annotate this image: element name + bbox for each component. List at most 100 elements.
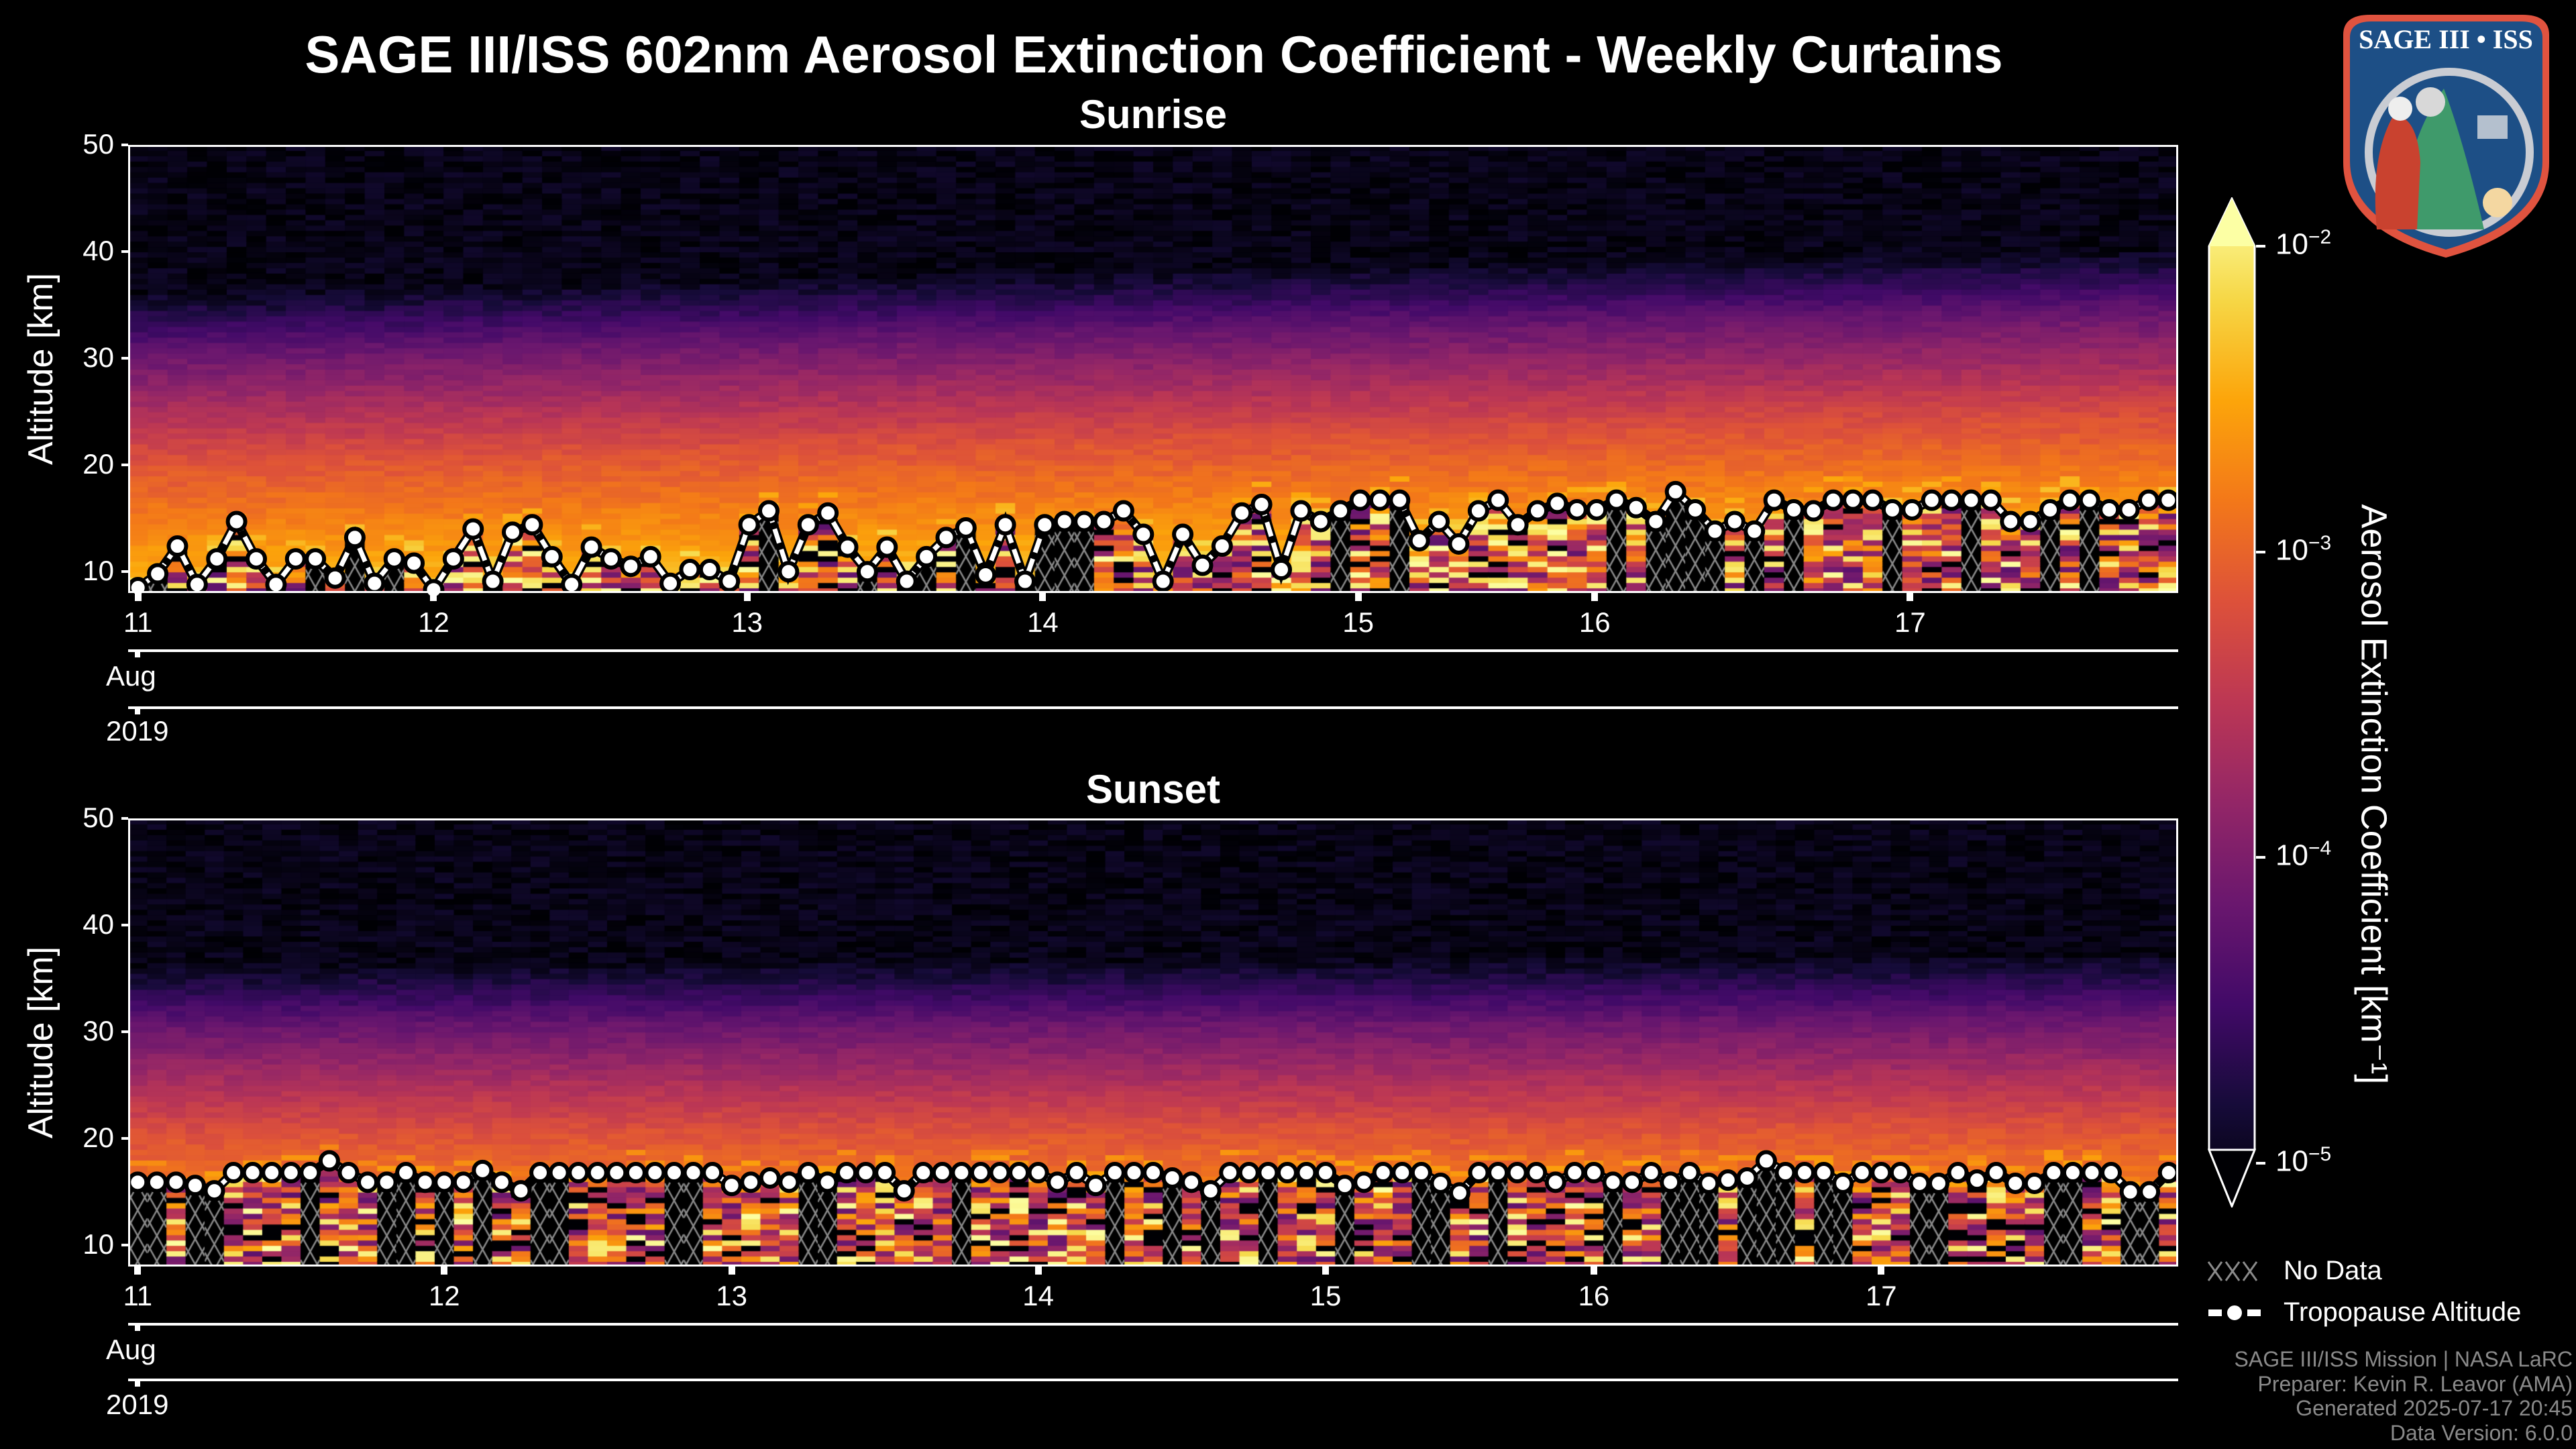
tropopause-marker [403, 552, 425, 574]
tropopause-marker [1112, 500, 1134, 522]
tropopause-marker [1763, 489, 1785, 511]
tropopause-marker [620, 555, 642, 578]
tropopause-marker [2137, 489, 2159, 511]
y-tick-label: 10 [83, 1228, 114, 1260]
tropopause-marker [1053, 511, 1075, 533]
tropopause-marker [1428, 511, 1450, 533]
x-tick-label-13: 13 [731, 606, 763, 638]
tropopause-marker [893, 1180, 915, 1202]
tropopause-marker [698, 559, 720, 581]
plot-frame [128, 145, 2178, 593]
colorbar [2208, 197, 2256, 1208]
tropopause-marker [874, 1162, 896, 1184]
tropopause-marker [452, 1171, 474, 1193]
tropopause-marker [600, 548, 622, 570]
tropopause-marker [1448, 533, 1470, 555]
footer-preparer: Preparer: Kevin R. Leavor (AMA) [2257, 1371, 2573, 1396]
legend-no-data: No Data [2207, 1256, 2382, 1286]
y-tick-label: 30 [83, 1015, 114, 1047]
tropopause-marker [738, 514, 760, 536]
plot-frame [128, 818, 2178, 1267]
tropopause-marker [702, 1162, 724, 1184]
tropopause-marker [797, 1162, 819, 1184]
tropopause-marker [2078, 489, 2100, 511]
y-tick-mark [121, 357, 128, 360]
tropopause-marker [376, 1171, 398, 1193]
tropopause-marker [1544, 1171, 1566, 1193]
tropopause-marker [1330, 500, 1352, 522]
tropopause-marker [1231, 502, 1253, 524]
x-tick-mark [1591, 593, 1599, 601]
tropopause-marker [2039, 498, 2061, 521]
tropopause-marker [955, 517, 977, 539]
tick-exponent: −2 [2308, 226, 2332, 248]
tropopause-marker [462, 518, 484, 540]
sunset-tropopause-overlay [127, 1150, 2180, 1204]
tropopause-marker [1842, 489, 1864, 511]
tropopause-marker [472, 1159, 494, 1181]
tropopause-marker [1889, 1162, 1911, 1184]
tropopause-marker [1487, 489, 1509, 511]
sage-iii-iss-mission-logo: SAGE III • ISS [2343, 15, 2549, 258]
y-tick-mark [121, 1137, 128, 1140]
colorbar-tick-mark [2256, 856, 2265, 859]
y-tick-label: 40 [83, 235, 114, 267]
legend-tropopause: Tropopause Altitude [2207, 1297, 2521, 1328]
sunrise-year-label: 2019 [106, 715, 169, 747]
tropopause-marker [797, 514, 819, 536]
tick-base: 10 [2275, 839, 2308, 872]
tropopause-marker [740, 1171, 762, 1193]
sunrise-y-axis-label: Altitude [km] [21, 272, 60, 466]
tropopause-marker [1723, 511, 1746, 533]
tropopause-marker [246, 548, 267, 570]
tropopause-marker [2000, 511, 2022, 533]
tropopause-marker [1832, 1172, 1854, 1194]
y-tick-label: 50 [83, 802, 114, 833]
tropopause-marker [510, 1180, 532, 1202]
footer-version: Data Version: 6.0.0 [2390, 1420, 2573, 1445]
sunrise-month-label: Aug [106, 660, 156, 692]
tropopause-marker [318, 1150, 340, 1172]
x-tick-label-17: 17 [1865, 1280, 1897, 1311]
colorbar-tick-mark [2256, 1162, 2265, 1165]
y-tick-label: 20 [83, 448, 114, 480]
colorbar-tick-mark [2256, 245, 2265, 248]
tropopause-marker [165, 1171, 187, 1193]
x-tick-mark [134, 593, 142, 601]
tick-exponent: −4 [2308, 837, 2332, 860]
tropopause-marker [777, 561, 800, 583]
tropopause-marker [490, 1171, 513, 1193]
colorbar-tick-label: 10−5 [2275, 1143, 2331, 1179]
x-tick-label-12: 12 [418, 606, 449, 638]
tropopause-marker [337, 1162, 360, 1184]
tropopause-marker [994, 514, 1016, 536]
y-tick-mark [121, 1030, 128, 1034]
x-tick-label-15: 15 [1309, 1280, 1342, 1311]
tropopause-marker [1980, 489, 2002, 511]
tropopause-marker [502, 521, 523, 543]
x-tick-label-11: 11 [123, 1280, 153, 1311]
figure-title: SAGE III/ISS 602nm Aerosol Extinction Co… [305, 25, 2003, 84]
tropopause-marker [935, 527, 957, 549]
tropopause-marker [2019, 511, 2041, 533]
tropopause-marker [1034, 514, 1056, 536]
x-tick-mark [743, 593, 751, 601]
tropopause-marker [2059, 489, 2081, 511]
legend-tropopause-label: Tropopause Altitude [2284, 1297, 2522, 1327]
tropopause-marker [1290, 500, 1312, 522]
tropopause-marker [299, 1162, 321, 1184]
tropopause-marker [395, 1162, 417, 1184]
x-tick-mark [134, 1267, 142, 1275]
logo-text: SAGE III • ISS [2359, 24, 2533, 54]
y-tick-label: 20 [83, 1122, 114, 1154]
tropopause-marker [265, 574, 287, 596]
colorbar-tick-label: 10−3 [2275, 532, 2331, 568]
tropopause-marker [1881, 498, 1903, 521]
tropopause-marker [1410, 1162, 1432, 1184]
tropopause-marker [1353, 1171, 1375, 1193]
tropopause-marker [1507, 514, 1529, 536]
tropopause-marker [147, 563, 169, 585]
tropopause-marker [1085, 1175, 1107, 1197]
tropopause-marker [1152, 570, 1174, 592]
tropopause-marker [1941, 489, 1963, 511]
